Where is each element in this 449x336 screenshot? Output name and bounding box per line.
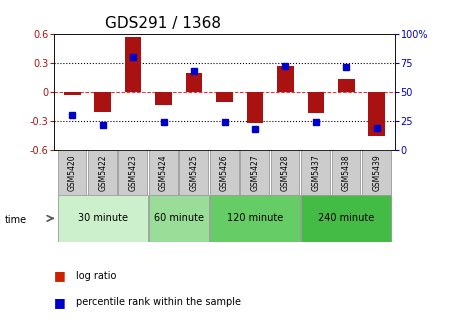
- Text: ■: ■: [54, 296, 66, 309]
- Text: 240 minute: 240 minute: [318, 213, 374, 223]
- Bar: [149, 195, 209, 242]
- Text: GSM5423: GSM5423: [128, 154, 137, 191]
- Bar: [301, 195, 392, 242]
- Bar: [149, 151, 177, 195]
- Text: GSM5425: GSM5425: [189, 154, 198, 191]
- Text: log ratio: log ratio: [76, 270, 117, 281]
- Bar: [210, 195, 300, 242]
- Bar: [247, 92, 264, 123]
- Text: GDS291 / 1368: GDS291 / 1368: [105, 16, 221, 31]
- Bar: [210, 151, 238, 195]
- Bar: [338, 79, 355, 92]
- Bar: [277, 66, 294, 92]
- Bar: [88, 151, 117, 195]
- Bar: [271, 151, 299, 195]
- Bar: [119, 151, 147, 195]
- Bar: [155, 92, 172, 105]
- Bar: [301, 151, 330, 195]
- Text: 120 minute: 120 minute: [227, 213, 283, 223]
- Text: GSM5422: GSM5422: [98, 155, 107, 191]
- Text: GSM5420: GSM5420: [68, 154, 77, 191]
- Text: 60 minute: 60 minute: [154, 213, 204, 223]
- Bar: [332, 151, 361, 195]
- Bar: [362, 151, 391, 195]
- Text: GSM5427: GSM5427: [251, 154, 260, 191]
- Text: GSM5426: GSM5426: [220, 154, 229, 191]
- Bar: [369, 92, 385, 136]
- Text: GSM5438: GSM5438: [342, 154, 351, 191]
- Text: percentile rank within the sample: percentile rank within the sample: [76, 297, 241, 307]
- Bar: [125, 37, 141, 92]
- Text: GSM5428: GSM5428: [281, 155, 290, 191]
- Bar: [216, 92, 233, 102]
- Bar: [64, 92, 80, 95]
- Bar: [94, 92, 111, 112]
- Bar: [308, 92, 324, 114]
- Bar: [180, 151, 208, 195]
- Bar: [57, 195, 148, 242]
- Text: 30 minute: 30 minute: [78, 213, 128, 223]
- Text: GSM5439: GSM5439: [372, 154, 381, 191]
- Text: GSM5437: GSM5437: [312, 154, 321, 191]
- Text: ■: ■: [54, 269, 66, 282]
- Bar: [57, 151, 86, 195]
- Text: time: time: [4, 215, 26, 225]
- Text: GSM5424: GSM5424: [159, 154, 168, 191]
- Bar: [185, 73, 202, 92]
- Bar: [240, 151, 269, 195]
